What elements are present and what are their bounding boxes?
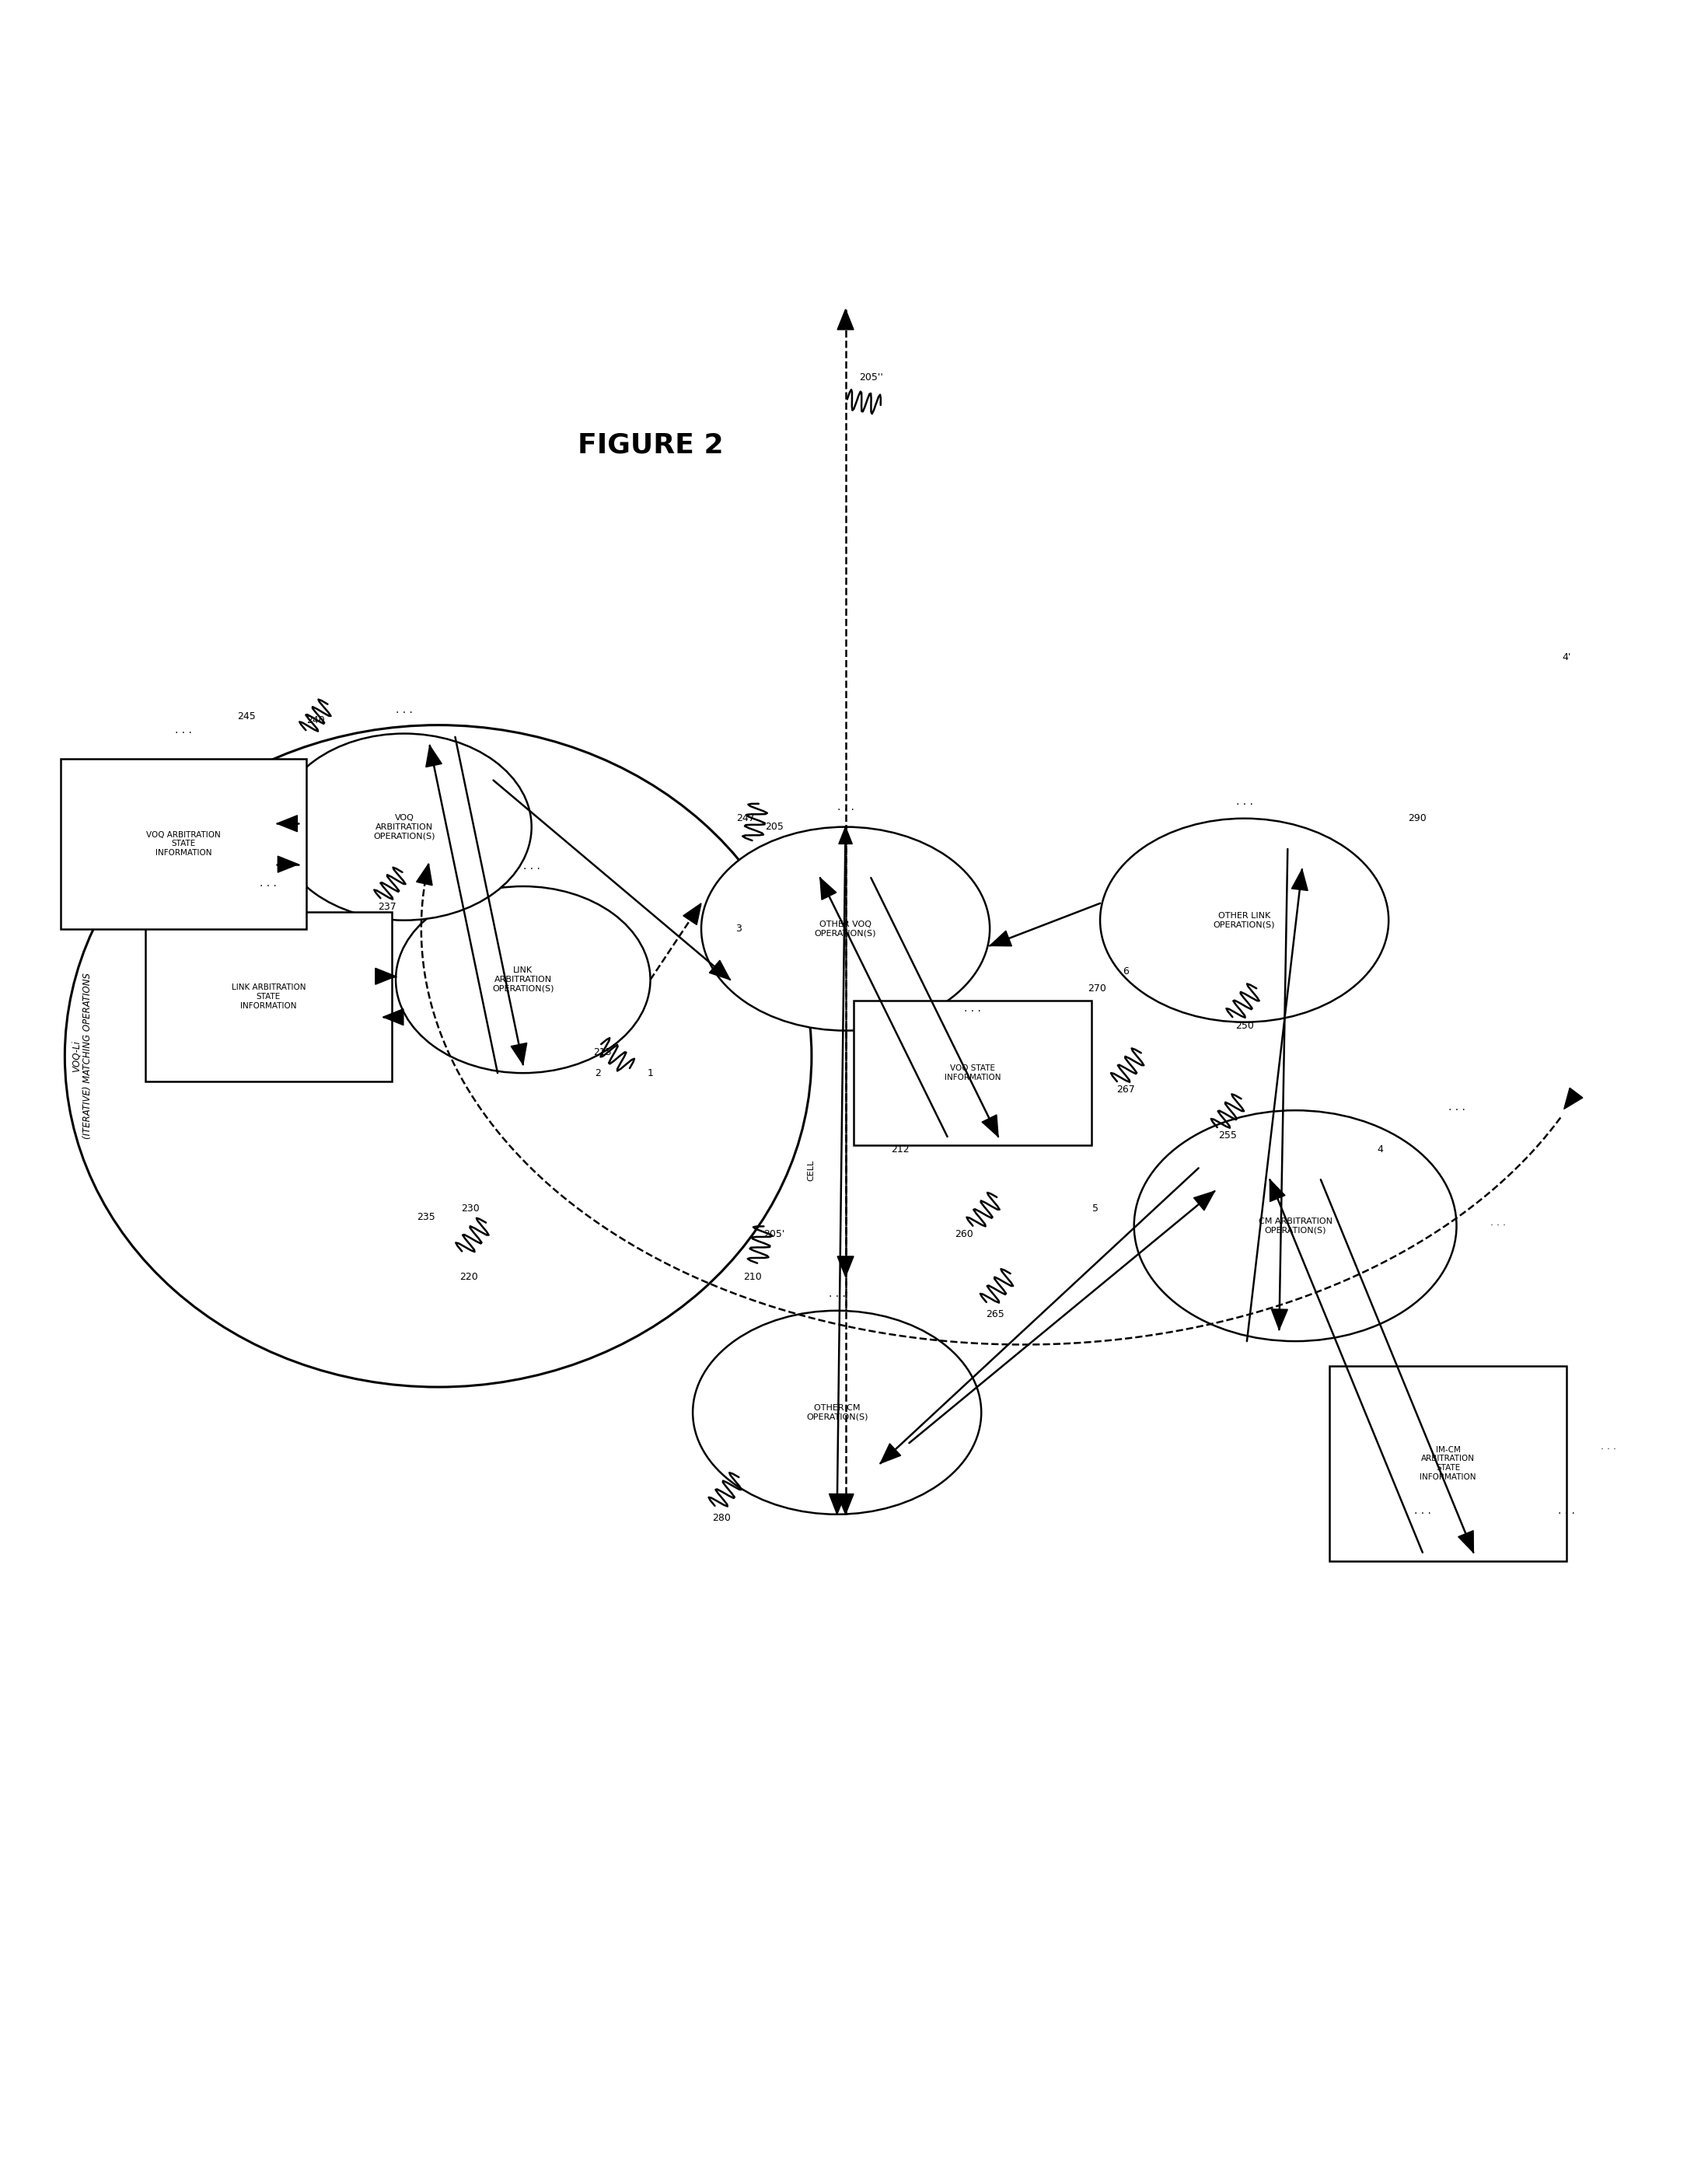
Polygon shape: [709, 961, 729, 979]
Polygon shape: [837, 310, 854, 329]
Text: 230: 230: [461, 1203, 480, 1214]
Polygon shape: [989, 931, 1011, 946]
Polygon shape: [383, 1009, 403, 1025]
Text: · · ·: · · ·: [523, 863, 540, 874]
Polygon shape: [982, 1114, 997, 1136]
Text: CELL: CELL: [808, 1160, 815, 1182]
Polygon shape: [278, 857, 299, 872]
Text: 5: 5: [1091, 1203, 1098, 1214]
Text: · · ·: · · ·: [1491, 1221, 1506, 1232]
Text: · · ·: · · ·: [828, 1291, 845, 1301]
Polygon shape: [837, 1493, 854, 1515]
Text: . . .: . . .: [1558, 1506, 1575, 1517]
Text: 4: 4: [1377, 1144, 1383, 1155]
Polygon shape: [376, 968, 396, 985]
Text: 205': 205': [763, 1230, 786, 1238]
Text: 6: 6: [1122, 966, 1129, 977]
Polygon shape: [820, 879, 837, 900]
Text: OTHER CM
OPERATION(S): OTHER CM OPERATION(S): [806, 1404, 868, 1421]
Text: · · ·: · · ·: [396, 708, 413, 719]
Ellipse shape: [1100, 818, 1389, 1022]
Text: 3: 3: [736, 924, 741, 933]
Text: 215: 215: [594, 1049, 611, 1057]
Text: 247: 247: [736, 813, 755, 824]
Ellipse shape: [396, 887, 651, 1073]
Text: . . .: . . .: [260, 879, 277, 889]
Text: 245: 245: [237, 711, 256, 722]
Text: 2: 2: [594, 1068, 601, 1079]
Text: VOQ STATE
INFORMATION: VOQ STATE INFORMATION: [945, 1064, 1001, 1081]
Polygon shape: [1291, 870, 1308, 889]
Polygon shape: [425, 746, 442, 767]
Text: · · ·: · · ·: [1448, 1105, 1465, 1116]
Text: 235: 235: [417, 1212, 436, 1223]
Text: 270: 270: [1088, 983, 1107, 994]
Text: . . .: . . .: [176, 724, 191, 735]
Text: 212: 212: [890, 1144, 909, 1155]
Polygon shape: [839, 826, 852, 844]
Polygon shape: [1459, 1530, 1474, 1552]
FancyBboxPatch shape: [1329, 1367, 1566, 1561]
Text: LINK ARBITRATION
STATE
INFORMATION: LINK ARBITRATION STATE INFORMATION: [231, 983, 306, 1009]
Text: 250: 250: [1235, 1020, 1254, 1031]
Polygon shape: [1269, 1179, 1284, 1201]
Text: 210: 210: [743, 1271, 762, 1282]
Text: 267: 267: [1117, 1086, 1134, 1094]
Text: 255: 255: [1218, 1131, 1237, 1140]
Text: 280: 280: [712, 1513, 731, 1524]
FancyBboxPatch shape: [145, 911, 391, 1081]
Text: VOQ-Li
(ITERATIVE) MATCHING OPERATIONS: VOQ-Li (ITERATIVE) MATCHING OPERATIONS: [72, 972, 92, 1140]
Text: 237: 237: [377, 903, 396, 911]
Polygon shape: [1194, 1190, 1214, 1210]
Polygon shape: [1271, 1310, 1288, 1330]
Text: OTHER LINK
OPERATION(S): OTHER LINK OPERATION(S): [1213, 911, 1276, 929]
Polygon shape: [1565, 1088, 1583, 1110]
Text: 265: 265: [986, 1308, 1004, 1319]
Text: 220: 220: [459, 1271, 478, 1282]
Text: · · ·: · · ·: [837, 804, 854, 815]
Text: 205'': 205'': [859, 373, 883, 382]
Ellipse shape: [702, 826, 989, 1031]
Text: LINK
ARBITRATION
OPERATION(S): LINK ARBITRATION OPERATION(S): [492, 966, 553, 992]
Polygon shape: [511, 1042, 526, 1064]
FancyBboxPatch shape: [854, 1001, 1091, 1144]
Polygon shape: [277, 815, 297, 833]
Text: 4': 4': [1563, 652, 1571, 663]
Text: 1: 1: [647, 1068, 654, 1079]
Polygon shape: [417, 863, 432, 885]
Polygon shape: [837, 1256, 854, 1277]
Text: CM ARBITRATION
OPERATION(S): CM ARBITRATION OPERATION(S): [1259, 1216, 1332, 1234]
Text: 290: 290: [1407, 813, 1426, 824]
Text: . . .: . . .: [1414, 1506, 1431, 1517]
Polygon shape: [828, 1493, 845, 1515]
Text: FIGURE 2: FIGURE 2: [577, 432, 722, 458]
Text: 205: 205: [765, 822, 784, 833]
Ellipse shape: [693, 1310, 982, 1515]
Text: IM-CM
ARBITRATION
STATE
INFORMATION: IM-CM ARBITRATION STATE INFORMATION: [1419, 1445, 1476, 1480]
Text: . . .: . . .: [965, 1003, 982, 1014]
Text: 240: 240: [307, 715, 325, 726]
Text: VOQ
ARBITRATION
OPERATION(S): VOQ ARBITRATION OPERATION(S): [374, 813, 436, 839]
Text: OTHER VOQ
OPERATION(S): OTHER VOQ OPERATION(S): [815, 920, 876, 937]
FancyBboxPatch shape: [60, 759, 307, 929]
Text: . . .: . . .: [1600, 1441, 1616, 1452]
Text: VOQ ARBITRATION
STATE
INFORMATION: VOQ ARBITRATION STATE INFORMATION: [147, 831, 220, 857]
Ellipse shape: [1134, 1110, 1457, 1341]
Polygon shape: [683, 903, 702, 924]
Ellipse shape: [277, 735, 531, 920]
Polygon shape: [880, 1443, 900, 1463]
Text: 260: 260: [955, 1230, 974, 1238]
Text: · · ·: · · ·: [1237, 800, 1254, 811]
